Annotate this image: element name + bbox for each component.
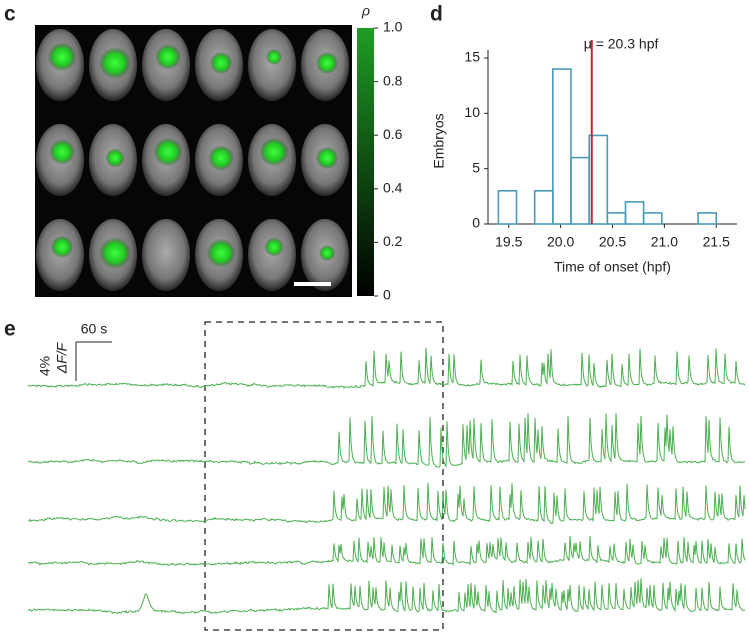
bar [697,212,718,225]
mean-annotation: μ = 20.3 hpf [584,36,659,52]
fluorescence [264,237,284,257]
y-tick-label: 10 [464,104,480,120]
fluorescence [208,145,234,171]
colorbar-tick-label: 1.0 [383,19,403,35]
scale-time-label: 60 s [81,321,107,337]
trace [27,482,746,525]
embryo [248,29,296,101]
x-tick-label: 21.0 [651,234,678,250]
bar [533,190,554,225]
fluorescence [49,139,75,165]
microscopy-image [35,25,352,297]
colorbar-tick-label: 0.2 [383,233,403,249]
colorbar-label: ρ [361,3,370,19]
bar [588,134,609,225]
scale-unit-label: ΔF/F [54,341,70,374]
x-tick-label: 20.0 [547,234,574,250]
fluorescence [153,137,183,167]
fluorescence [209,51,233,75]
fluorescence [50,235,74,259]
bar [642,212,663,225]
colorbar-tick-label: 0.8 [383,72,403,88]
scale-amplitude-label: 4% [37,356,53,376]
y-tick-label: 15 [464,49,480,65]
scale-bar [294,282,331,286]
bar [606,212,627,225]
fluorescence [47,42,77,72]
embryo [142,219,190,291]
fluorescence [105,148,125,168]
trace [27,578,746,615]
fluorescence [315,51,339,75]
fluorescence [259,137,289,167]
fluorescence [99,47,131,79]
colorbar-tick-label: 0.6 [383,126,403,142]
colorbar [357,28,374,296]
panel-label: c [4,3,16,26]
bar [497,190,518,225]
panel-label: e [4,318,16,341]
trace [27,413,746,469]
bar [552,68,572,225]
y-axis-label: Embryos [431,113,447,168]
trace [27,347,746,389]
y-tick-label: 5 [472,159,480,175]
traces [27,347,746,615]
x-tick-label: 20.5 [599,234,626,250]
fluorescence [266,49,282,65]
x-tick-label: 19.5 [495,234,522,250]
fluorescence [155,44,181,70]
embryo-grid [36,29,349,291]
fluorescence [206,238,236,268]
panel-label: d [430,3,443,26]
x-tick-label: 21.5 [703,234,730,250]
x-axis-label: Time of onset (hpf) [554,259,671,275]
trace [27,535,746,567]
colorbar-tick-label: 0 [383,287,391,303]
highlight-box [204,321,444,631]
bar [570,156,590,225]
colorbar-tick-label: 0.4 [383,180,403,196]
bar [624,201,645,225]
y-tick-label: 0 [472,215,480,231]
fluorescence [99,237,131,269]
fluorescence [315,146,339,170]
fluorescence [319,245,335,261]
